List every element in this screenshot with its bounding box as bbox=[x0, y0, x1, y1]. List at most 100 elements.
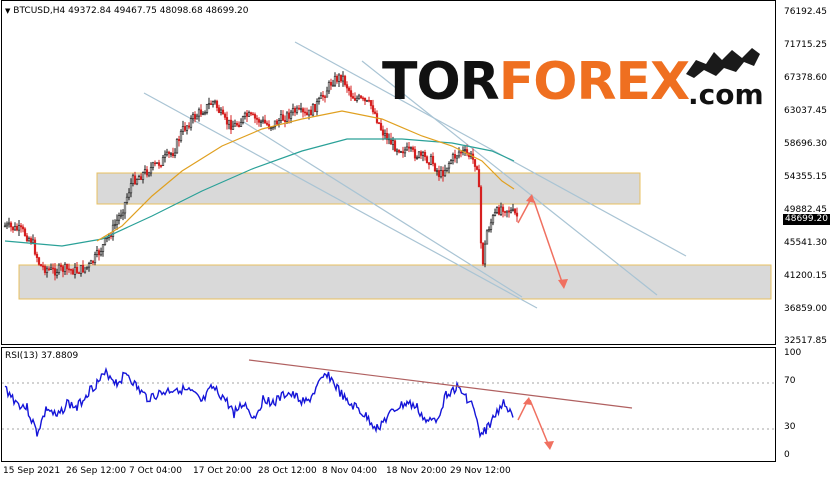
candle bbox=[353, 92, 357, 102]
candle bbox=[169, 152, 173, 158]
candle bbox=[105, 237, 109, 243]
candle-body bbox=[267, 124, 271, 129]
candle-body bbox=[369, 100, 373, 106]
candle bbox=[125, 193, 129, 205]
candle-body bbox=[303, 111, 307, 114]
candle-body bbox=[117, 215, 121, 221]
candle-body bbox=[499, 206, 503, 215]
candle-body bbox=[301, 108, 305, 113]
candle-body bbox=[291, 108, 295, 113]
candle-body bbox=[225, 117, 229, 125]
candle-body bbox=[63, 263, 67, 272]
time-tick-label: 17 Oct 20:00 bbox=[193, 466, 252, 476]
candle-body bbox=[383, 132, 387, 136]
price-chart-pane[interactable] bbox=[1, 0, 776, 345]
candle bbox=[325, 86, 329, 98]
candle bbox=[159, 164, 163, 169]
candle-body bbox=[45, 268, 49, 273]
candle bbox=[269, 127, 273, 132]
candle bbox=[93, 251, 97, 266]
candle bbox=[349, 85, 353, 101]
candle-body bbox=[99, 251, 103, 256]
candle-body bbox=[169, 153, 173, 155]
candle bbox=[165, 148, 169, 157]
candle-body bbox=[25, 235, 29, 242]
candle-body bbox=[81, 264, 85, 273]
candle bbox=[463, 144, 467, 156]
candle bbox=[515, 207, 519, 222]
candle bbox=[285, 111, 289, 124]
candle-body bbox=[65, 263, 69, 270]
candle bbox=[35, 251, 39, 263]
candle bbox=[507, 206, 511, 218]
candle-body bbox=[187, 125, 191, 128]
candle-body bbox=[273, 120, 277, 128]
candle-body bbox=[333, 75, 337, 86]
candle-body bbox=[137, 176, 141, 180]
price-tick-label: 49882.45 bbox=[784, 205, 827, 215]
candle-body bbox=[277, 120, 281, 125]
candle bbox=[393, 139, 397, 152]
candle-body bbox=[55, 272, 59, 276]
candle-body bbox=[457, 151, 461, 157]
candle-body bbox=[133, 175, 137, 185]
candle bbox=[121, 209, 125, 221]
candle bbox=[221, 106, 225, 115]
candle-body bbox=[209, 103, 213, 105]
candle-body bbox=[139, 176, 143, 180]
rsi-indicator-pane[interactable] bbox=[1, 347, 776, 462]
candle-body bbox=[337, 74, 341, 82]
candle-body bbox=[275, 120, 279, 125]
candle bbox=[451, 152, 455, 165]
current-price-badge: 48699.20 bbox=[783, 214, 830, 225]
candle-body bbox=[149, 167, 153, 174]
candle bbox=[181, 120, 185, 135]
candle-body bbox=[429, 155, 433, 165]
price-tick-label: 76192.45 bbox=[784, 7, 827, 17]
candle-body bbox=[451, 154, 455, 161]
candle bbox=[467, 152, 471, 160]
candle bbox=[237, 121, 241, 128]
rsi-canvas[interactable] bbox=[2, 348, 775, 461]
torforex-logo: TORFOREX bbox=[382, 54, 690, 110]
candle bbox=[71, 268, 75, 275]
candle bbox=[401, 146, 405, 158]
candle-body bbox=[239, 122, 243, 127]
candle bbox=[77, 271, 81, 274]
candle bbox=[137, 174, 141, 180]
dropdown-arrow-icon[interactable]: ▼ bbox=[5, 7, 11, 15]
candle bbox=[385, 127, 389, 145]
candle-body bbox=[67, 268, 71, 271]
candle bbox=[497, 204, 501, 216]
candle-body bbox=[349, 90, 353, 97]
candle-body bbox=[207, 103, 211, 105]
candle-body bbox=[335, 75, 339, 82]
price-chart-canvas[interactable] bbox=[2, 1, 775, 344]
arrow-head-icon bbox=[523, 397, 532, 405]
candle-body bbox=[153, 162, 157, 165]
candle bbox=[429, 153, 433, 166]
candle bbox=[225, 111, 229, 130]
candle-body bbox=[459, 151, 463, 154]
price-tick-label: 67378.60 bbox=[784, 73, 827, 83]
candle-body bbox=[453, 154, 457, 159]
candle bbox=[357, 93, 361, 100]
trend-channel-line bbox=[143, 92, 538, 309]
candle bbox=[283, 115, 287, 128]
candle-body bbox=[407, 146, 411, 149]
candle-body bbox=[165, 151, 169, 156]
candle-body bbox=[87, 263, 91, 268]
candle bbox=[183, 122, 187, 132]
candle-body bbox=[367, 99, 371, 102]
candle-body bbox=[13, 225, 17, 231]
candle-body bbox=[321, 94, 325, 97]
candle-body bbox=[257, 119, 261, 123]
candle-body bbox=[91, 260, 95, 264]
candle bbox=[275, 119, 279, 125]
trend-channel-line bbox=[241, 120, 523, 298]
candle-body bbox=[231, 125, 235, 130]
candle bbox=[223, 112, 227, 120]
candle bbox=[415, 155, 419, 160]
candle-body bbox=[85, 266, 89, 269]
candle bbox=[331, 79, 335, 87]
